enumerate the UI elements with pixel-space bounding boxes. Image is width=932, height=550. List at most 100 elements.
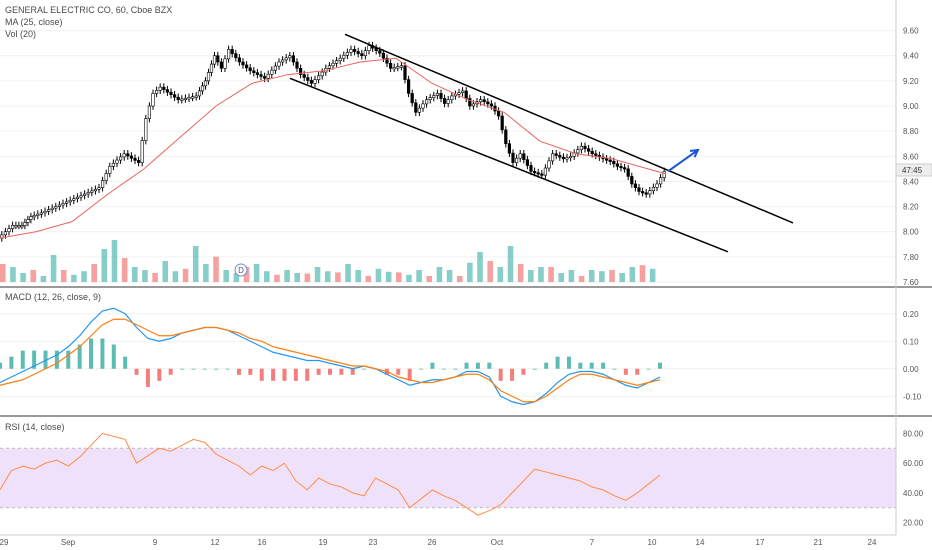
volume-bar — [91, 264, 97, 282]
candle-body — [352, 49, 357, 52]
event-marker-circle[interactable] — [234, 263, 248, 277]
volume-bar — [446, 270, 453, 282]
candle-body — [26, 219, 30, 223]
candle-body — [291, 55, 296, 63]
macd-histogram-bar — [145, 368, 150, 387]
macd-histogram-bar — [100, 338, 105, 369]
candle-body — [439, 93, 443, 99]
candle-body — [162, 86, 166, 90]
candle-body — [43, 210, 47, 214]
macd-grid — [0, 313, 896, 397]
volume-bar — [111, 240, 118, 282]
channel-upper-line[interactable] — [344, 33, 794, 224]
candle-body — [525, 159, 529, 166]
candle-body — [385, 57, 389, 64]
candle-body — [504, 129, 508, 145]
candle-body — [137, 160, 141, 163]
volume-bar — [0, 264, 6, 282]
macd-histogram-bar — [305, 368, 310, 381]
candle-body — [273, 65, 278, 71]
candle-body — [129, 155, 134, 159]
candle-body — [36, 213, 40, 216]
candle-body — [126, 153, 130, 157]
candle-body — [266, 73, 270, 79]
macd-histogram-bar — [168, 368, 173, 375]
candle-body — [612, 161, 616, 165]
candle-body — [155, 89, 159, 94]
macd-histogram-bar — [498, 368, 503, 381]
candle-body — [399, 65, 404, 68]
time-tick-label: 17 — [756, 538, 765, 547]
volume-bar — [385, 271, 392, 282]
macd-histogram-bar — [157, 368, 162, 381]
rsi-grid — [0, 447, 896, 509]
candle-body — [388, 62, 393, 69]
candle-body — [342, 54, 346, 59]
candle-body — [262, 76, 267, 79]
candle-body — [176, 96, 180, 101]
candle-body — [230, 49, 234, 54]
rsi-label: RSI (14, close) — [5, 422, 65, 432]
candle-body — [158, 86, 162, 91]
candle-body — [540, 173, 544, 176]
macd-histogram-bar — [419, 368, 424, 370]
candle-body — [306, 77, 310, 81]
volume-bar — [243, 267, 250, 282]
candle-body — [93, 188, 97, 192]
candle-body — [658, 177, 663, 185]
macd-line — [0, 307, 661, 406]
volume-bar — [20, 273, 26, 282]
time-axis[interactable]: 29 Sep 9 12 16 19 23 26 Oct 7 10 14 17 21 24 — [0, 534, 896, 547]
price-tick-label: 8.00 — [903, 228, 919, 237]
volume-bar — [162, 261, 169, 282]
macd-histogram-bar — [566, 356, 571, 369]
price-tick-label: 7.60 — [903, 278, 919, 287]
volume-bar — [314, 267, 321, 282]
candle-body — [478, 99, 483, 103]
candle-body — [511, 152, 515, 163]
price-axis: 9.60 9.40 9.20 9.00 8.80 8.60 8.40 8.20 8.00 7.80… — [903, 27, 919, 287]
candle-body — [514, 157, 519, 163]
macd-legend: MACD (12, 26, close, 9) — [5, 291, 101, 303]
candle-body — [187, 97, 191, 100]
trend-arrow[interactable] — [667, 148, 700, 173]
candle-body — [65, 201, 69, 204]
candle-body — [277, 61, 281, 67]
macd-histogram-bar — [0, 362, 2, 369]
channel-lower-line[interactable] — [289, 77, 729, 253]
candle-body — [97, 187, 101, 190]
candle-body — [108, 166, 112, 174]
candle-body — [464, 90, 468, 99]
candle-body — [20, 225, 24, 228]
macd-histogram-bar — [510, 368, 515, 381]
time-tick-label: Sep — [61, 538, 76, 547]
macd-axis: 0.20 0.10 0.00 -0.10 — [903, 310, 922, 402]
volume-bar — [578, 276, 585, 282]
time-tick-label: 10 — [648, 538, 657, 547]
candle-body — [410, 93, 414, 104]
price-tick-label: 8.60 — [903, 152, 919, 161]
macd-histogram-bar — [282, 368, 287, 381]
volume-bar — [142, 270, 148, 282]
candle-body — [626, 168, 630, 177]
time-tick-label: 9 — [153, 538, 158, 547]
volume-bar — [172, 271, 179, 282]
candle-body — [90, 190, 94, 193]
candle-body — [54, 206, 58, 209]
candle-body — [565, 157, 569, 160]
candle-body — [522, 153, 526, 160]
candle-body — [197, 90, 202, 97]
volume-bar — [477, 252, 483, 282]
event-marker[interactable]: D — [234, 263, 248, 277]
price-tick-label: 9.40 — [903, 52, 919, 61]
macd-histogram-bar — [646, 368, 651, 370]
volume-bar — [396, 272, 402, 282]
price-tag-text: 47:45 — [902, 166, 923, 175]
macd-histogram-bar — [635, 368, 640, 375]
candle-body — [255, 72, 260, 75]
candle-body — [662, 171, 666, 178]
candle-body — [496, 110, 501, 117]
candle-body — [424, 99, 429, 105]
candles[interactable] — [0, 41, 666, 242]
time-tick-label: 24 — [868, 538, 877, 547]
